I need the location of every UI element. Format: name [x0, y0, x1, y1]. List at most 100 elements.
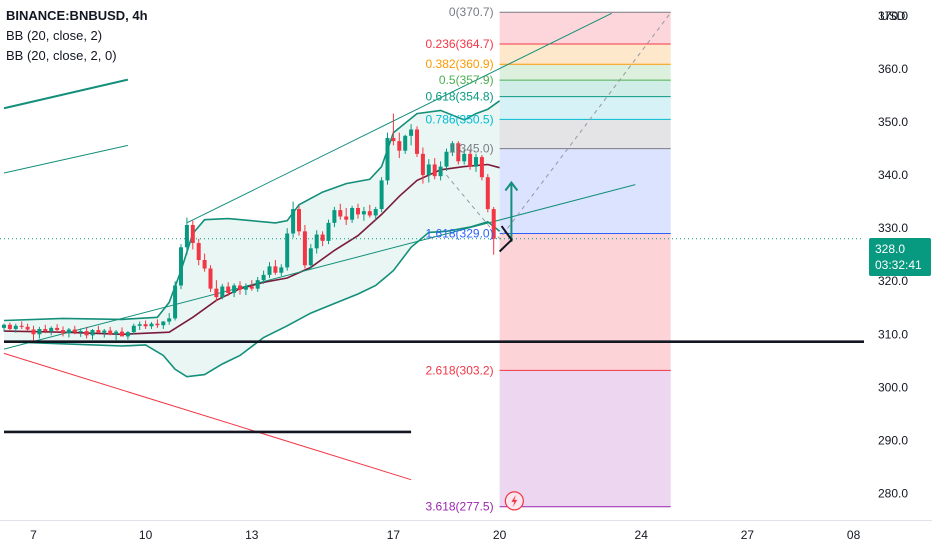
candle-body — [479, 157, 484, 178]
fib-label-0.236: 0.236(364.7) — [426, 37, 494, 51]
candle-body — [361, 211, 366, 215]
candle-body — [25, 326, 30, 330]
candle-body — [31, 329, 36, 335]
fib-label-2.618: 2.618(303.2) — [426, 363, 494, 377]
candle-body — [468, 153, 473, 167]
candle-body — [415, 129, 419, 154]
fib-label-1: 1(345.0) — [449, 142, 494, 156]
candle-body — [326, 222, 331, 241]
candle-body — [450, 143, 455, 152]
candle-body — [114, 331, 119, 335]
candle-body — [356, 208, 360, 215]
candle-body — [78, 331, 83, 333]
candle-body — [120, 331, 124, 337]
symbol-title[interactable]: BINANCE:BNBUSD, 4h — [6, 8, 148, 23]
candle-body — [19, 325, 24, 327]
y-tick-label: 360.0 — [878, 62, 908, 76]
fib-label-0.786: 0.786(350.5) — [426, 112, 494, 126]
candle-body — [208, 268, 213, 289]
candle-body — [320, 234, 325, 241]
time-axis[interactable] — [0, 520, 932, 550]
candle-body — [43, 328, 48, 332]
candle-body — [438, 166, 443, 177]
candle-body — [72, 329, 77, 333]
candle-body — [291, 209, 296, 234]
candlesticks[interactable] — [2, 113, 496, 341]
candle-body — [167, 318, 172, 322]
x-tick-label: 10 — [139, 528, 153, 542]
candle-body — [420, 153, 425, 176]
candle-body — [261, 274, 266, 281]
fib-zone-0.618 — [499, 80, 671, 97]
trendline-channel-top — [186, 12, 612, 224]
y-tick-label: 340.0 — [878, 168, 908, 182]
candle-body — [373, 209, 378, 216]
y-tick-label: 330.0 — [878, 221, 908, 235]
candle-body — [61, 330, 65, 334]
candle-body — [397, 141, 402, 151]
candle-body — [84, 331, 89, 336]
last-price-badge: 328.0 03:32:41 — [869, 238, 931, 276]
fibonacci-labels: 0(370.7) 0.236(364.7) 0.382(360.9) 0.5(357.… — [426, 5, 494, 514]
trendline-falling-red — [3, 352, 412, 481]
y-tick-label: 310.0 — [878, 327, 908, 341]
candle-body — [96, 330, 101, 333]
candle-body — [285, 233, 290, 268]
candle-body — [391, 137, 396, 142]
y-tick-label: 280.0 — [878, 486, 908, 500]
bb-lower-band — [3, 220, 501, 378]
candle-body — [344, 216, 349, 220]
fibonacci-extension[interactable] — [499, 11, 671, 508]
x-tick-label: 27 — [741, 528, 755, 542]
candle-body — [350, 208, 355, 220]
candle-body — [125, 332, 130, 337]
bar-countdown: 03:32:41 — [875, 258, 922, 272]
fib-label-0.382: 0.382(360.9) — [426, 57, 494, 71]
candle-body — [102, 330, 107, 333]
y-tick-label: 350.0 — [878, 115, 908, 129]
candle-body — [66, 329, 71, 334]
x-tick-label: 17 — [387, 528, 401, 542]
y-tick-label: 290.0 — [878, 433, 908, 447]
fib-zone-1.618 — [499, 148, 671, 234]
fib-label-1.618: 1.618(329.0) — [426, 226, 494, 240]
candle-body — [474, 157, 478, 167]
candle-body — [314, 234, 319, 249]
indicator-bb-1[interactable]: BB (20, close, 2) — [6, 28, 103, 43]
candle-body — [297, 209, 301, 232]
candle-body — [385, 137, 390, 181]
candle-body — [137, 324, 142, 326]
x-tick-label: 08 — [847, 528, 861, 542]
x-tick-label: 24 — [635, 528, 649, 542]
candle-body — [485, 177, 490, 210]
candle-body — [2, 324, 6, 328]
candle-body — [302, 231, 307, 266]
x-tick-label: 20 — [493, 528, 507, 542]
candle-body — [202, 260, 207, 269]
candle-body — [179, 247, 183, 286]
pivot-marker — [498, 225, 513, 253]
candle-body — [7, 324, 12, 329]
drawing-lines[interactable] — [0, 12, 870, 481]
candle-body — [426, 164, 431, 176]
fib-label-0.618: 0.618(354.8) — [426, 90, 494, 104]
fib-label-0.5: 0.5(357.9) — [439, 73, 494, 87]
y-tick-label: 300.0 — [878, 380, 908, 394]
candle-body — [143, 324, 148, 327]
indicator-bb-2[interactable]: BB (20, close, 2, 0) — [6, 48, 117, 63]
candle-body — [184, 224, 189, 248]
candle-body — [238, 285, 242, 290]
candle-body — [90, 330, 95, 336]
candle-body — [190, 224, 195, 244]
trendline-upper-left-thin — [3, 144, 129, 174]
y-tick-label: 320.0 — [878, 274, 908, 288]
bb-fill — [4, 100, 500, 377]
fib-zone-0.382 — [499, 44, 671, 65]
chart-legend: BINANCE:BNBUSD, 4h BB (20, close, 2) BB … — [6, 6, 148, 66]
markers — [498, 180, 524, 511]
candle-body — [249, 286, 254, 289]
candle-body — [444, 151, 449, 167]
candle-body — [232, 285, 237, 293]
candle-body — [409, 129, 414, 136]
